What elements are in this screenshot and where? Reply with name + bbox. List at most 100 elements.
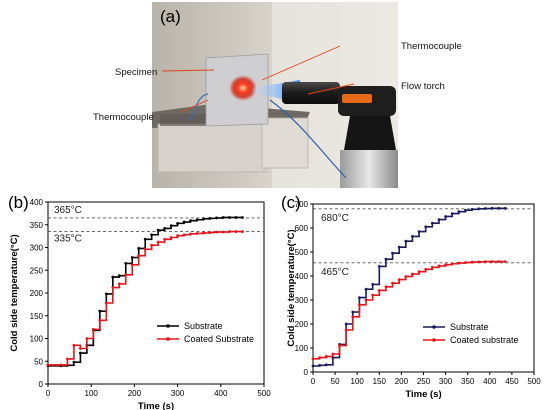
chart-c-series-point-1 — [470, 260, 474, 264]
chart-b-series-point-0 — [202, 217, 205, 221]
chart-b-series-line-1 — [48, 230, 243, 366]
chart-b-series-point-0 — [241, 216, 244, 219]
chart-c-x-tick-label: 450 — [505, 377, 519, 386]
chart-c-legend-marker — [432, 338, 436, 342]
chart-b-series-point-1 — [98, 318, 102, 322]
chart-b-x-tick-label: 0 — [46, 389, 51, 398]
chart-b-reference-label: 335°C — [54, 234, 82, 245]
chart-b-x-tick-label: 100 — [85, 389, 99, 398]
chart-b-x-tick-label: 300 — [171, 389, 185, 398]
chart-c-series-point-1 — [358, 303, 361, 307]
chart-b-legend-marker — [166, 337, 170, 341]
chart-c-series-point-0 — [351, 310, 355, 314]
chart-b-series-point-1 — [111, 286, 115, 289]
chart-c-legend-marker — [432, 325, 436, 329]
chart-c-series-point-1 — [483, 260, 487, 263]
chart-c-series-point-0 — [417, 230, 421, 234]
chart-c-y-tick-label: 200 — [295, 320, 309, 329]
leader-thermocouple-right — [261, 45, 341, 81]
chart-c-series-point-1 — [338, 344, 341, 347]
chart-c-reference-label: 465°C — [321, 267, 349, 278]
chart-c-series-point-1 — [391, 281, 394, 285]
chart-c-series-point-1 — [351, 315, 355, 319]
firebrick-block-left — [157, 123, 267, 173]
chart-c-series-point-0 — [384, 257, 388, 261]
chart-c-x-tick-label: 400 — [483, 377, 497, 386]
chart-b-y-tick-label: 0 — [39, 380, 44, 389]
flow-torch — [282, 82, 398, 188]
chart-c-series-point-0 — [404, 239, 408, 243]
chart-c-series-point-0 — [364, 287, 368, 291]
chart-b-y-tick-label: 350 — [30, 221, 44, 230]
chart-b-series-point-0 — [221, 216, 225, 219]
chart-c-series-point-0 — [411, 235, 414, 238]
chart-b-series-point-0 — [169, 224, 173, 228]
chart-b-series-point-1 — [228, 230, 231, 233]
photo-panel-label: (a) — [160, 7, 181, 26]
chart-c-plot-frame — [312, 203, 535, 373]
chart-b-legend-label: Substrate — [184, 321, 223, 331]
chart-b-series-point-0 — [111, 275, 115, 279]
leader-flow-torch — [307, 83, 355, 95]
chart-b-series-point-1 — [208, 231, 212, 234]
chart-c-y-tick-label: 700 — [295, 200, 309, 209]
chart-c-series-point-0 — [483, 207, 487, 210]
photo-panel: (a) Specimen Thermocouple Thermocouple F… — [93, 2, 462, 188]
chart-c-y-tick-label: 500 — [295, 248, 309, 257]
chart-b-series-point-1 — [234, 230, 238, 233]
chart-b-series-point-0 — [150, 233, 154, 237]
chart-c-series-point-1 — [371, 293, 375, 297]
chart-b-series-point-0 — [130, 256, 134, 259]
chart-b-y-tick-label: 300 — [30, 244, 44, 253]
chart-c-series-point-0 — [477, 207, 481, 211]
chart-b-series-point-0 — [104, 292, 108, 296]
chart-b-y-axis-title: Cold side temperature(°C) — [9, 234, 20, 351]
chart-c-x-tick-label: 150 — [373, 377, 387, 386]
chart-b-series-point-1 — [241, 230, 244, 233]
chart-c-series-point-1 — [490, 260, 494, 263]
chart-b-y-tick-label: 400 — [30, 198, 44, 207]
chart-c-legend-label: Coated substrate — [450, 335, 519, 345]
chart-c-series-point-0 — [318, 363, 322, 367]
chart-c-series-point-0 — [391, 251, 394, 255]
chart-c-series-point-1 — [444, 263, 447, 267]
chart-b-x-tick-label: 500 — [257, 389, 271, 398]
chart-c-x-tick-label: 350 — [461, 377, 475, 386]
chart-b-series-point-1 — [46, 363, 50, 367]
chart-c-x-tick-label: 200 — [395, 377, 409, 386]
chart-b-series-point-1 — [124, 273, 128, 277]
chart-b-series-point-1 — [79, 347, 82, 350]
chart-c-series-point-1 — [411, 272, 414, 276]
chart-c-x-axis-title: Time (s) — [405, 389, 441, 400]
chart-c-series-point-1 — [364, 298, 368, 302]
chart-b-series-point-1 — [72, 343, 76, 347]
chart-b-series-point-0 — [98, 309, 102, 313]
chart-c-y-tick-label: 100 — [295, 344, 309, 353]
chart-b-series-point-0 — [117, 274, 121, 278]
thermocouple-wire-right — [269, 99, 347, 179]
chart-c-series-point-1 — [457, 261, 461, 265]
chart-b-series-point-1 — [189, 232, 192, 236]
thermocouple-left-label: Thermocouple — [93, 112, 154, 123]
chart-b-series-point-0 — [137, 247, 141, 250]
chart-b-legend-marker — [166, 324, 170, 328]
flow-torch-label: Flow torch — [401, 81, 445, 92]
chart-b-series-point-0 — [156, 228, 160, 232]
chart-c-series-point-1 — [384, 285, 388, 289]
chart-c-series-point-1 — [437, 264, 441, 268]
chart-b-series-point-1 — [176, 234, 180, 238]
chart-b-panel-label: (b) — [8, 193, 29, 212]
chart-c-x-tick-label: 100 — [351, 377, 365, 386]
chart-c-series-point-1 — [503, 260, 507, 263]
chart-b-series-point-0 — [124, 262, 128, 265]
chart-b-series-point-0 — [208, 216, 212, 220]
thermocouple-right-label: Thermocouple — [401, 41, 462, 52]
chart-b-y-tick-label: 150 — [30, 312, 44, 321]
chart-c-series-point-1 — [318, 356, 322, 359]
chart-b-y-tick-label: 100 — [30, 335, 44, 344]
chart-c-series-point-1 — [331, 352, 335, 356]
chart-c-series-point-1 — [344, 328, 348, 332]
chart-c-series-point-1 — [430, 265, 434, 269]
chart-c-series-point-0 — [397, 245, 401, 249]
leader-specimen — [161, 69, 215, 72]
